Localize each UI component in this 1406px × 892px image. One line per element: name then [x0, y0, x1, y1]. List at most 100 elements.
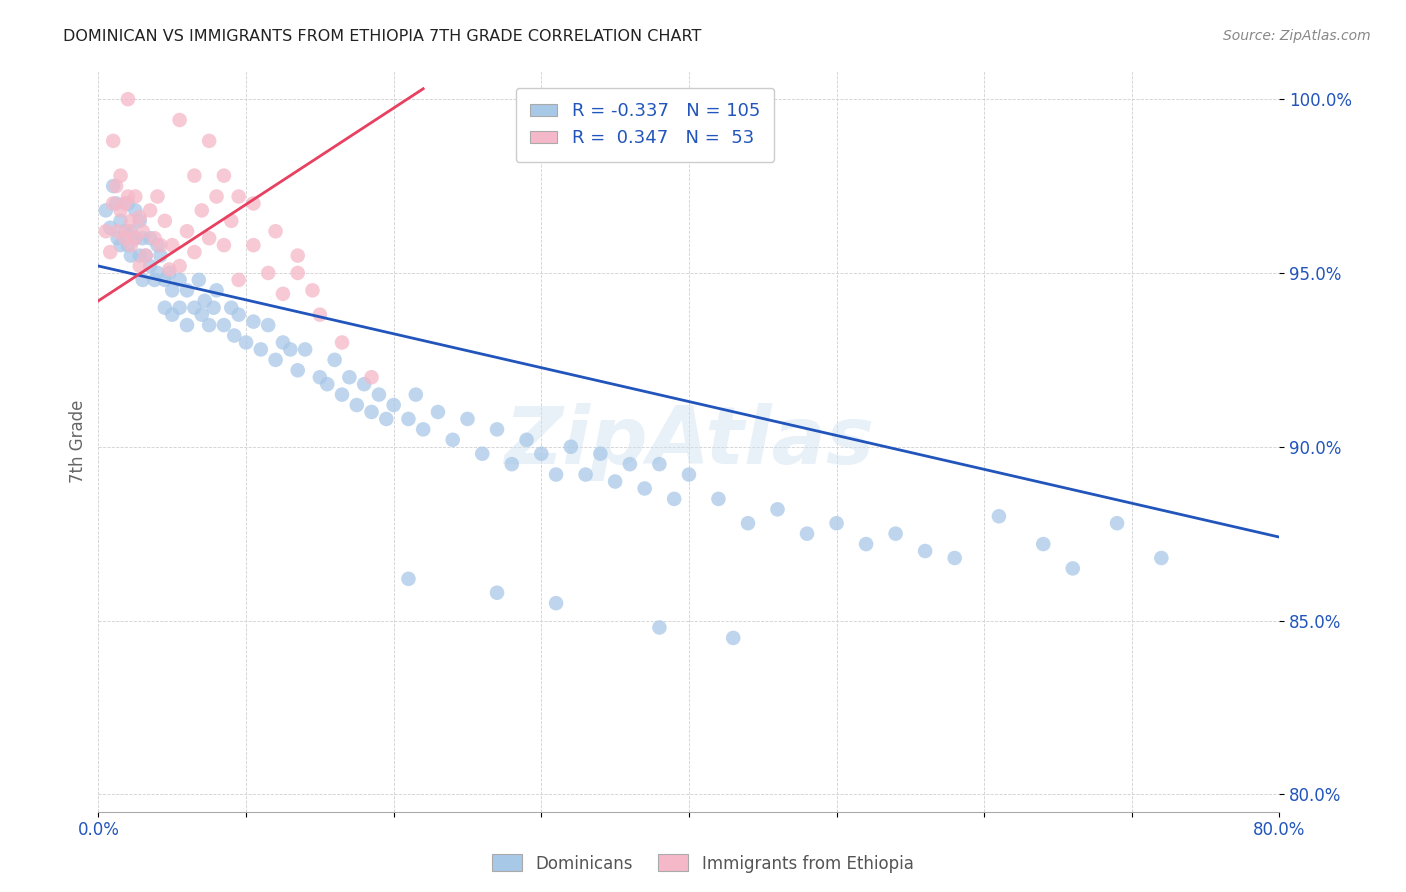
Point — [120, 214, 142, 228]
Point — [353, 377, 375, 392]
Point — [221, 301, 243, 315]
Point — [228, 189, 250, 203]
Point — [146, 189, 169, 203]
Point — [139, 231, 162, 245]
Point — [796, 526, 818, 541]
Point — [360, 370, 382, 384]
Point — [162, 308, 183, 322]
Point — [664, 491, 686, 506]
Point — [198, 231, 221, 245]
Point — [323, 352, 346, 367]
Point — [110, 169, 132, 183]
Point — [943, 551, 966, 566]
Point — [287, 266, 309, 280]
Point — [139, 203, 162, 218]
Point — [110, 214, 132, 228]
Point — [530, 447, 553, 461]
Point — [330, 387, 353, 401]
Point — [202, 301, 225, 315]
Point — [546, 596, 568, 610]
Point — [176, 224, 198, 238]
Point — [382, 398, 405, 412]
Point — [157, 266, 180, 280]
Point — [257, 318, 280, 332]
Point — [212, 238, 235, 252]
Legend: R = -0.337   N = 105, R =  0.347   N =  53: R = -0.337 N = 105, R = 0.347 N = 53 — [516, 87, 775, 161]
Point — [560, 440, 582, 454]
Point — [250, 343, 273, 357]
Point — [117, 238, 139, 252]
Point — [368, 387, 391, 401]
Point — [124, 189, 146, 203]
Point — [149, 249, 172, 263]
Point — [117, 196, 139, 211]
Point — [107, 224, 129, 238]
Point — [264, 352, 287, 367]
Point — [271, 335, 294, 350]
Point — [707, 491, 730, 506]
Point — [242, 196, 264, 211]
Point — [723, 631, 745, 645]
Point — [153, 214, 176, 228]
Point — [103, 196, 125, 211]
Point — [1032, 537, 1054, 551]
Point — [412, 422, 434, 436]
Point — [914, 544, 936, 558]
Point — [589, 447, 612, 461]
Point — [605, 475, 627, 489]
Point — [187, 273, 209, 287]
Point — [194, 293, 217, 308]
Point — [884, 526, 907, 541]
Point — [1107, 516, 1129, 531]
Point — [235, 335, 257, 350]
Point — [648, 457, 671, 471]
Point — [575, 467, 598, 482]
Point — [183, 301, 205, 315]
Legend: Dominicans, Immigrants from Ethiopia: Dominicans, Immigrants from Ethiopia — [486, 847, 920, 880]
Point — [98, 245, 121, 260]
Point — [228, 273, 250, 287]
Point — [114, 224, 136, 238]
Point — [117, 92, 139, 106]
Point — [205, 283, 228, 297]
Point — [114, 196, 136, 211]
Point — [105, 179, 128, 194]
Point — [546, 467, 568, 482]
Point — [405, 387, 427, 401]
Point — [287, 249, 309, 263]
Point — [110, 203, 132, 218]
Point — [330, 335, 353, 350]
Point — [242, 315, 264, 329]
Point — [153, 273, 176, 287]
Point — [221, 214, 243, 228]
Point — [117, 189, 139, 203]
Point — [135, 249, 157, 263]
Point — [1062, 561, 1084, 575]
Text: ZipAtlas: ZipAtlas — [503, 402, 875, 481]
Point — [301, 283, 323, 297]
Point — [120, 238, 142, 252]
Point — [103, 134, 125, 148]
Point — [183, 169, 205, 183]
Point — [257, 266, 280, 280]
Point — [737, 516, 759, 531]
Point — [486, 586, 509, 600]
Point — [242, 238, 264, 252]
Point — [634, 482, 657, 496]
Point — [294, 343, 316, 357]
Point — [157, 262, 180, 277]
Point — [766, 502, 789, 516]
Point — [169, 301, 191, 315]
Point — [457, 412, 479, 426]
Text: DOMINICAN VS IMMIGRANTS FROM ETHIOPIA 7TH GRADE CORRELATION CHART: DOMINICAN VS IMMIGRANTS FROM ETHIOPIA 7T… — [63, 29, 702, 44]
Point — [132, 273, 155, 287]
Point — [316, 377, 339, 392]
Point — [360, 405, 382, 419]
Point — [309, 308, 332, 322]
Point — [94, 224, 117, 238]
Point — [224, 328, 246, 343]
Point — [120, 249, 142, 263]
Point — [117, 224, 139, 238]
Point — [398, 572, 420, 586]
Point — [287, 363, 309, 377]
